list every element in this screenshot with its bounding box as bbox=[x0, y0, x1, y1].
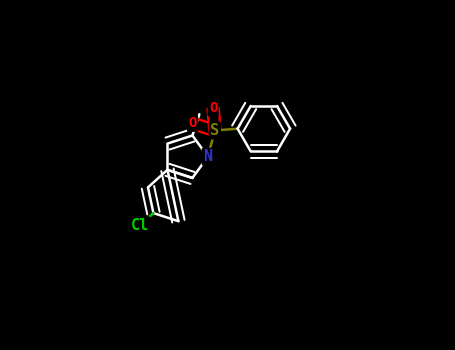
Text: Cl: Cl bbox=[131, 218, 149, 233]
Text: O: O bbox=[188, 117, 197, 131]
Text: S: S bbox=[210, 123, 219, 138]
Text: O: O bbox=[209, 101, 217, 115]
Text: N: N bbox=[203, 149, 212, 164]
